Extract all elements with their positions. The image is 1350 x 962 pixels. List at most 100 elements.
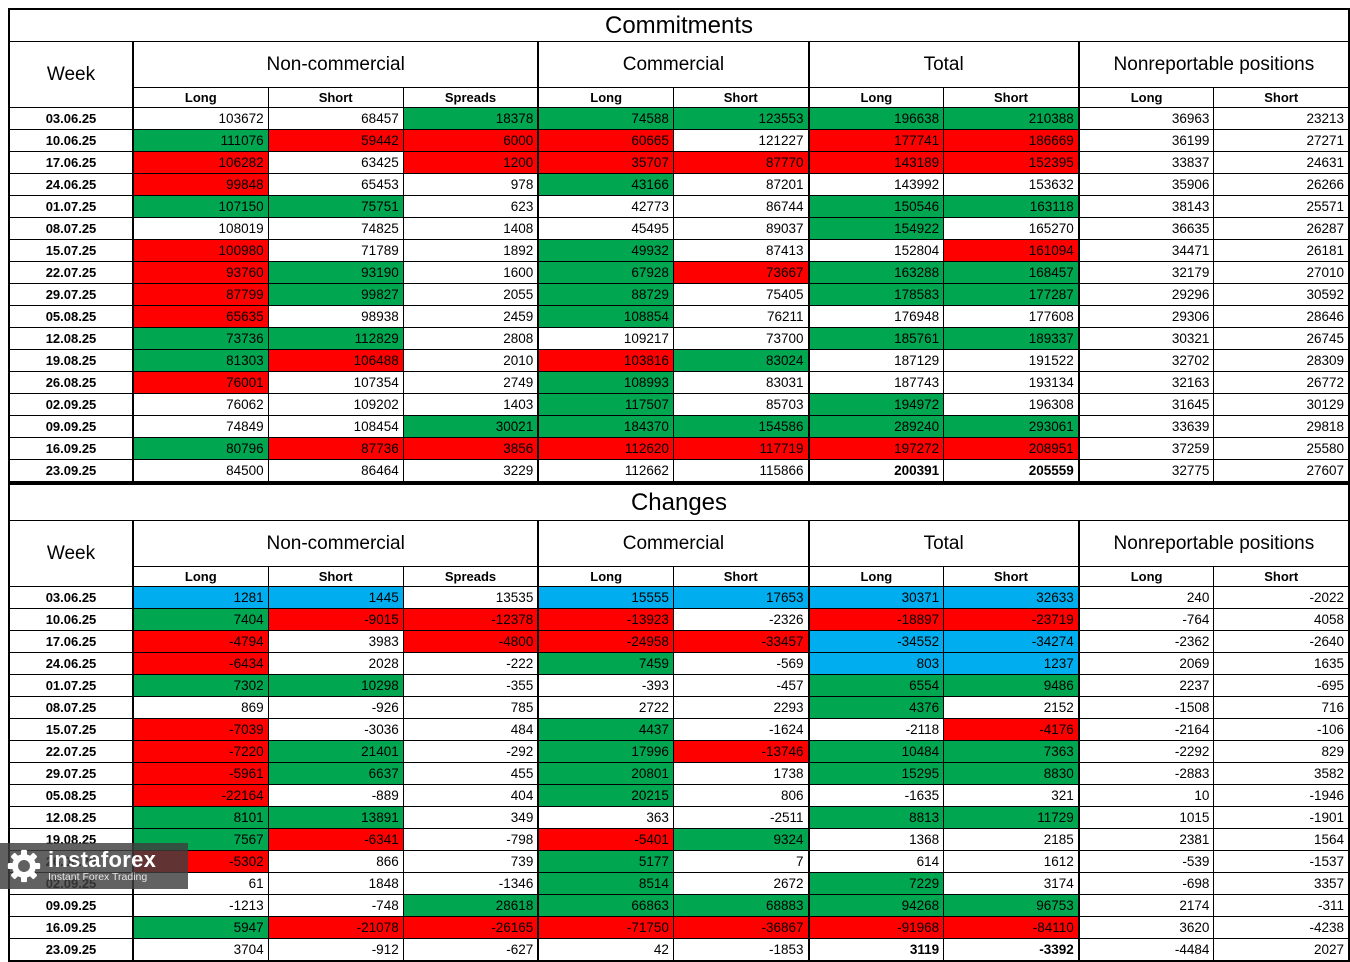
value-cell[interactable]: -12378: [402, 608, 539, 631]
value-cell[interactable]: -2326: [672, 608, 810, 631]
value-cell[interactable]: 93190: [267, 261, 404, 284]
value-cell[interactable]: 36199: [1077, 129, 1215, 152]
value-cell[interactable]: 29296: [1077, 283, 1215, 306]
value-cell[interactable]: 20801: [537, 762, 674, 785]
value-cell[interactable]: 67928: [537, 261, 674, 284]
value-cell[interactable]: -1346: [402, 872, 539, 895]
value-cell[interactable]: 191522: [943, 349, 1080, 372]
value-cell[interactable]: 20215: [537, 784, 674, 807]
value-cell[interactable]: 35707: [537, 151, 674, 174]
value-cell[interactable]: 2808: [402, 327, 539, 350]
value-cell[interactable]: 3229: [402, 459, 539, 483]
value-cell[interactable]: -889: [267, 784, 404, 807]
value-cell[interactable]: -18897: [807, 608, 945, 631]
week-cell[interactable]: 16.09.25: [8, 916, 134, 939]
value-cell[interactable]: -5401: [537, 828, 674, 851]
value-cell[interactable]: 59442: [267, 129, 404, 152]
value-cell[interactable]: 3119: [807, 938, 945, 962]
value-cell[interactable]: 1281: [131, 586, 269, 609]
value-cell[interactable]: 26772: [1213, 371, 1350, 394]
value-cell[interactable]: 37259: [1077, 437, 1215, 460]
value-cell[interactable]: 87770: [672, 151, 810, 174]
value-cell[interactable]: -7220: [131, 740, 269, 763]
value-cell[interactable]: 8813: [807, 806, 945, 829]
value-cell[interactable]: 1015: [1077, 806, 1215, 829]
value-cell[interactable]: -36867: [672, 916, 810, 939]
value-cell[interactable]: 2174: [1077, 894, 1215, 917]
value-cell[interactable]: 7: [672, 850, 810, 873]
value-cell[interactable]: 6000: [402, 129, 539, 152]
value-cell[interactable]: 197272: [807, 437, 945, 460]
value-cell[interactable]: -1537: [1213, 850, 1350, 873]
week-cell[interactable]: 09.09.25: [8, 415, 134, 438]
value-cell[interactable]: 76001: [131, 371, 269, 394]
value-cell[interactable]: 86464: [267, 459, 404, 483]
value-cell[interactable]: 189337: [943, 327, 1080, 350]
value-cell[interactable]: 99848: [131, 173, 269, 196]
value-cell[interactable]: 4437: [537, 718, 674, 741]
value-cell[interactable]: 165270: [943, 217, 1080, 240]
value-cell[interactable]: 1200: [402, 151, 539, 174]
value-cell[interactable]: 31645: [1077, 393, 1215, 416]
column-header-nonreportable-positions-long[interactable]: Long: [1077, 87, 1215, 108]
value-cell[interactable]: 177287: [943, 283, 1080, 306]
value-cell[interactable]: 186669: [943, 129, 1080, 152]
value-cell[interactable]: 32163: [1077, 371, 1215, 394]
value-cell[interactable]: -4238: [1213, 916, 1350, 939]
value-cell[interactable]: 152395: [943, 151, 1080, 174]
column-header-nonreportable-positions-short[interactable]: Short: [1213, 566, 1350, 587]
changes-week-header[interactable]: Week: [8, 520, 134, 587]
value-cell[interactable]: 112620: [537, 437, 674, 460]
value-cell[interactable]: 161094: [943, 239, 1080, 262]
value-cell[interactable]: 36635: [1077, 217, 1215, 240]
value-cell[interactable]: 115866: [672, 459, 810, 483]
value-cell[interactable]: 803: [807, 652, 945, 675]
value-cell[interactable]: -539: [1077, 850, 1215, 873]
week-cell[interactable]: 24.06.25: [8, 652, 134, 675]
week-cell[interactable]: 05.08.25: [8, 784, 134, 807]
value-cell[interactable]: 150546: [807, 195, 945, 218]
column-header-commercial-long[interactable]: Long: [537, 87, 674, 108]
value-cell[interactable]: -13746: [672, 740, 810, 763]
value-cell[interactable]: 103816: [537, 349, 674, 372]
value-cell[interactable]: -1508: [1077, 696, 1215, 719]
value-cell[interactable]: -393: [537, 674, 674, 697]
value-cell[interactable]: 25580: [1213, 437, 1350, 460]
value-cell[interactable]: 42773: [537, 195, 674, 218]
value-cell[interactable]: -355: [402, 674, 539, 697]
column-header-total-long[interactable]: Long: [807, 87, 945, 108]
value-cell[interactable]: 177741: [807, 129, 945, 152]
value-cell[interactable]: 623: [402, 195, 539, 218]
value-cell[interactable]: 1848: [267, 872, 404, 895]
value-cell[interactable]: 194972: [807, 393, 945, 416]
value-cell[interactable]: -7039: [131, 718, 269, 741]
value-cell[interactable]: 152804: [807, 239, 945, 262]
value-cell[interactable]: 98938: [267, 305, 404, 328]
value-cell[interactable]: -292: [402, 740, 539, 763]
value-cell[interactable]: 18378: [402, 107, 539, 130]
value-cell[interactable]: 26181: [1213, 239, 1350, 262]
value-cell[interactable]: 83024: [672, 349, 810, 372]
value-cell[interactable]: 23213: [1213, 107, 1350, 130]
value-cell[interactable]: -2640: [1213, 630, 1350, 653]
value-cell[interactable]: 1403: [402, 393, 539, 416]
value-cell[interactable]: -2292: [1077, 740, 1215, 763]
value-cell[interactable]: 15555: [537, 586, 674, 609]
value-cell[interactable]: 2293: [672, 696, 810, 719]
value-cell[interactable]: 112662: [537, 459, 674, 483]
value-cell[interactable]: 6637: [267, 762, 404, 785]
value-cell[interactable]: 80796: [131, 437, 269, 460]
column-header-non-commercial-long[interactable]: Long: [131, 87, 269, 108]
value-cell[interactable]: -698: [1077, 872, 1215, 895]
value-cell[interactable]: 869: [131, 696, 269, 719]
value-cell[interactable]: 1738: [672, 762, 810, 785]
value-cell[interactable]: -912: [267, 938, 404, 962]
value-cell[interactable]: 28309: [1213, 349, 1350, 372]
value-cell[interactable]: 71789: [267, 239, 404, 262]
value-cell[interactable]: 87799: [131, 283, 269, 306]
value-cell[interactable]: 34471: [1077, 239, 1215, 262]
week-cell[interactable]: 15.07.25: [8, 718, 134, 741]
group-header-non-commercial[interactable]: Non-commercial: [131, 41, 539, 88]
value-cell[interactable]: 107150: [131, 195, 269, 218]
value-cell[interactable]: 75751: [267, 195, 404, 218]
